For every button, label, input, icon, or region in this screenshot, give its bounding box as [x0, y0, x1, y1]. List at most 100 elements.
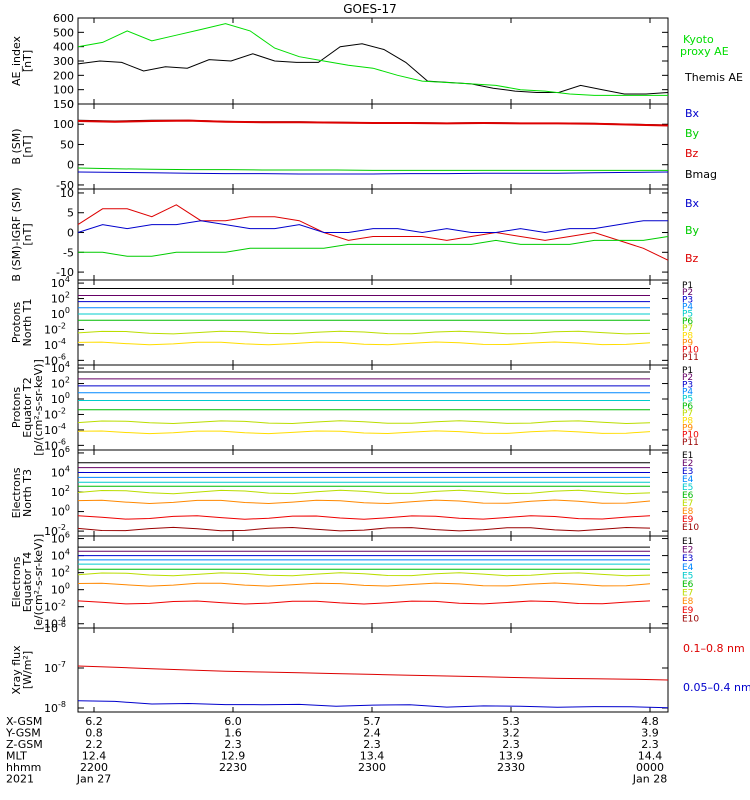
series-line: [77, 665, 669, 681]
y-tick-exponent: -7: [58, 660, 66, 669]
y-axis-label: [e/(cm²-s-sr-keV)]: [32, 534, 45, 630]
legend-entry: Bx: [685, 197, 700, 210]
legend-entry: E9: [682, 515, 694, 525]
legend-entry: E7: [682, 589, 693, 599]
y-tick-label: 200: [53, 69, 74, 82]
legend-entry: E8: [682, 597, 694, 607]
footer-row-label: MLT: [6, 750, 27, 763]
y-tick-label: 0: [67, 227, 74, 240]
y-tick-label: 104: [51, 548, 70, 563]
panel-frame: [77, 364, 669, 451]
footer-value: 0.8: [85, 727, 103, 740]
y-tick-exponent: 4: [65, 360, 70, 369]
legend-entry: P9: [682, 423, 693, 433]
panel-frame: [77, 627, 669, 713]
y-tick-label: 5: [67, 207, 74, 220]
footer-row-label: 2021: [6, 773, 34, 786]
y-axis-label: AE_index: [10, 35, 23, 86]
y-tick-exponent: -4: [58, 422, 66, 431]
legend-entry: P1: [682, 281, 693, 291]
legend-entry: P5: [682, 310, 693, 320]
legend-entry: P7: [682, 324, 693, 334]
ephemeris-footer: X-GSMY-GSMZ-GSMMLThhmm20216.20.82.212.42…: [5, 715, 667, 786]
footer-value: 2.4: [363, 727, 381, 740]
legend-entry: E4: [682, 475, 694, 485]
y-tick-exponent: 0: [65, 306, 70, 315]
series-line: [77, 119, 669, 127]
legend-entry: E9: [682, 606, 694, 616]
legend-entry: P2: [682, 288, 693, 298]
footer-value: 2.2: [85, 738, 103, 751]
legend-entry: E10: [682, 614, 699, 624]
figure-title: GOES-17: [343, 2, 397, 16]
footer-value: 2.3: [224, 738, 242, 751]
y-tick-label: 106: [51, 531, 70, 546]
footer-value: 1.6: [224, 727, 242, 740]
series-line: [77, 420, 651, 425]
y-tick-exponent: 6: [65, 531, 70, 540]
y-axis-label: Electrons: [10, 467, 23, 518]
panel-frame: [77, 279, 669, 366]
y-tick-exponent: -2: [58, 406, 66, 415]
footer-value: Jan 27: [76, 773, 111, 786]
footer-value: 2.3: [502, 738, 520, 751]
series-line: [77, 204, 669, 261]
legend-entry: E4: [682, 563, 694, 573]
legend-entry: P9: [682, 338, 693, 348]
y-tick-label: -10: [56, 266, 74, 279]
panel-b_sm: -50 0 50 100 150 B (SM)[nT] Bx By Bz Bmag: [10, 98, 717, 192]
series-line: [77, 700, 669, 709]
y-tick-label: 102: [51, 376, 70, 391]
series-line: [77, 23, 668, 96]
series-line: [77, 167, 668, 171]
footer-row-label: Y-GSM: [5, 727, 41, 740]
y-axis-label: North T1: [21, 299, 34, 347]
footer-value: 13.9: [499, 750, 524, 763]
legend-entry: P1: [682, 366, 693, 376]
y-axis-label: Protons: [10, 387, 23, 428]
legend-entry: Kyoto: [683, 33, 714, 46]
y-tick-exponent: -6: [58, 352, 66, 361]
footer-value: 0000: [636, 761, 664, 774]
legend-entry: P4: [682, 388, 693, 398]
legend-entry: E2: [682, 546, 693, 556]
y-tick-label: 102: [51, 484, 70, 499]
y-tick-exponent: -4: [58, 337, 66, 346]
legend-entry: Themis AE: [684, 71, 743, 84]
footer-row-label: X-GSM: [6, 715, 42, 728]
footer-value: 5.3: [502, 715, 520, 728]
y-axis-label: North T3: [21, 469, 34, 517]
legend-entry: P3: [682, 295, 693, 305]
y-tick-label: 10-2: [44, 599, 66, 614]
y-tick-label: 10-7: [44, 660, 66, 675]
series-line: [77, 499, 651, 505]
panel-b_igrf: -10 -5 0 5 10 B (SM)-IGRF (SM)[nT] Bx By Bz: [10, 187, 700, 282]
footer-value: 3.9: [641, 727, 659, 740]
y-axis-label: Xray flux: [10, 645, 23, 695]
y-tick-label: 400: [53, 41, 74, 54]
footer-value: 12.4: [82, 750, 107, 763]
footer-value: 2230: [219, 761, 247, 774]
footer-value: 6.2: [85, 715, 103, 728]
legend-entry: P10: [682, 346, 699, 356]
series-line: [77, 430, 651, 435]
footer-value: 2300: [358, 761, 386, 774]
legend-entry: P4: [682, 303, 693, 313]
y-tick-label: 104: [51, 275, 70, 290]
y-tick-label: 100: [51, 582, 70, 597]
y-tick-label: 150: [53, 98, 74, 111]
series-line: [77, 600, 651, 605]
y-tick-exponent: 2: [65, 291, 70, 300]
legend-entry: Bx: [685, 107, 700, 120]
legend-entry: E7: [682, 499, 693, 509]
y-tick-label: 104: [51, 360, 70, 375]
y-tick-label: 0: [67, 159, 74, 172]
legend-entry: P6: [682, 402, 693, 412]
y-tick-exponent: 2: [65, 376, 70, 385]
legend-entry: E3: [682, 554, 693, 564]
y-tick-exponent: 0: [65, 391, 70, 400]
